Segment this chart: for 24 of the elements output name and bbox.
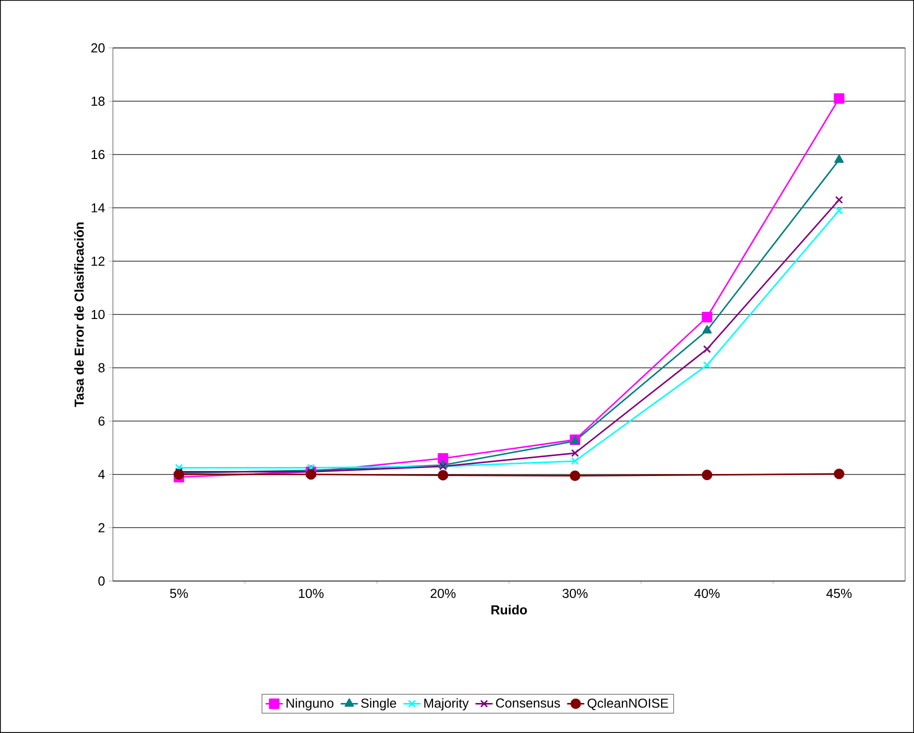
x-axis-title: Ruido	[491, 604, 527, 614]
y-axis-title: Tasa de Error de Clasificación	[74, 222, 84, 408]
y-tick-label: 14	[92, 203, 105, 212]
y-tick-label: 18	[92, 96, 105, 106]
x-tick-label: 45%	[826, 588, 852, 598]
legend-label: QcleanNOISE	[588, 698, 668, 710]
legend-label: Majority	[424, 698, 469, 710]
y-tick-label: 8	[98, 363, 105, 372]
legend-label: Ninguno	[286, 698, 334, 710]
y-tick-label: 6	[98, 416, 105, 426]
legend-label: Consensus	[496, 698, 560, 708]
y-tick-label: 4	[98, 470, 105, 479]
x-tick-label: 10%	[298, 588, 324, 598]
x-tick-label: 20%	[430, 588, 456, 598]
y-tick-label: 0	[98, 576, 105, 586]
y-tick-label: 2	[98, 523, 104, 532]
legend-label: Single	[361, 698, 396, 710]
y-tick-label: 12	[92, 256, 104, 266]
y-tick-label: 16	[92, 150, 105, 160]
y-tick-label: 10	[92, 310, 105, 320]
x-tick-label: 40%	[694, 588, 720, 598]
x-tick-label: 30%	[562, 588, 588, 598]
x-tick-label: 5%	[170, 588, 188, 598]
y-tick-label: 20	[91, 43, 105, 53]
